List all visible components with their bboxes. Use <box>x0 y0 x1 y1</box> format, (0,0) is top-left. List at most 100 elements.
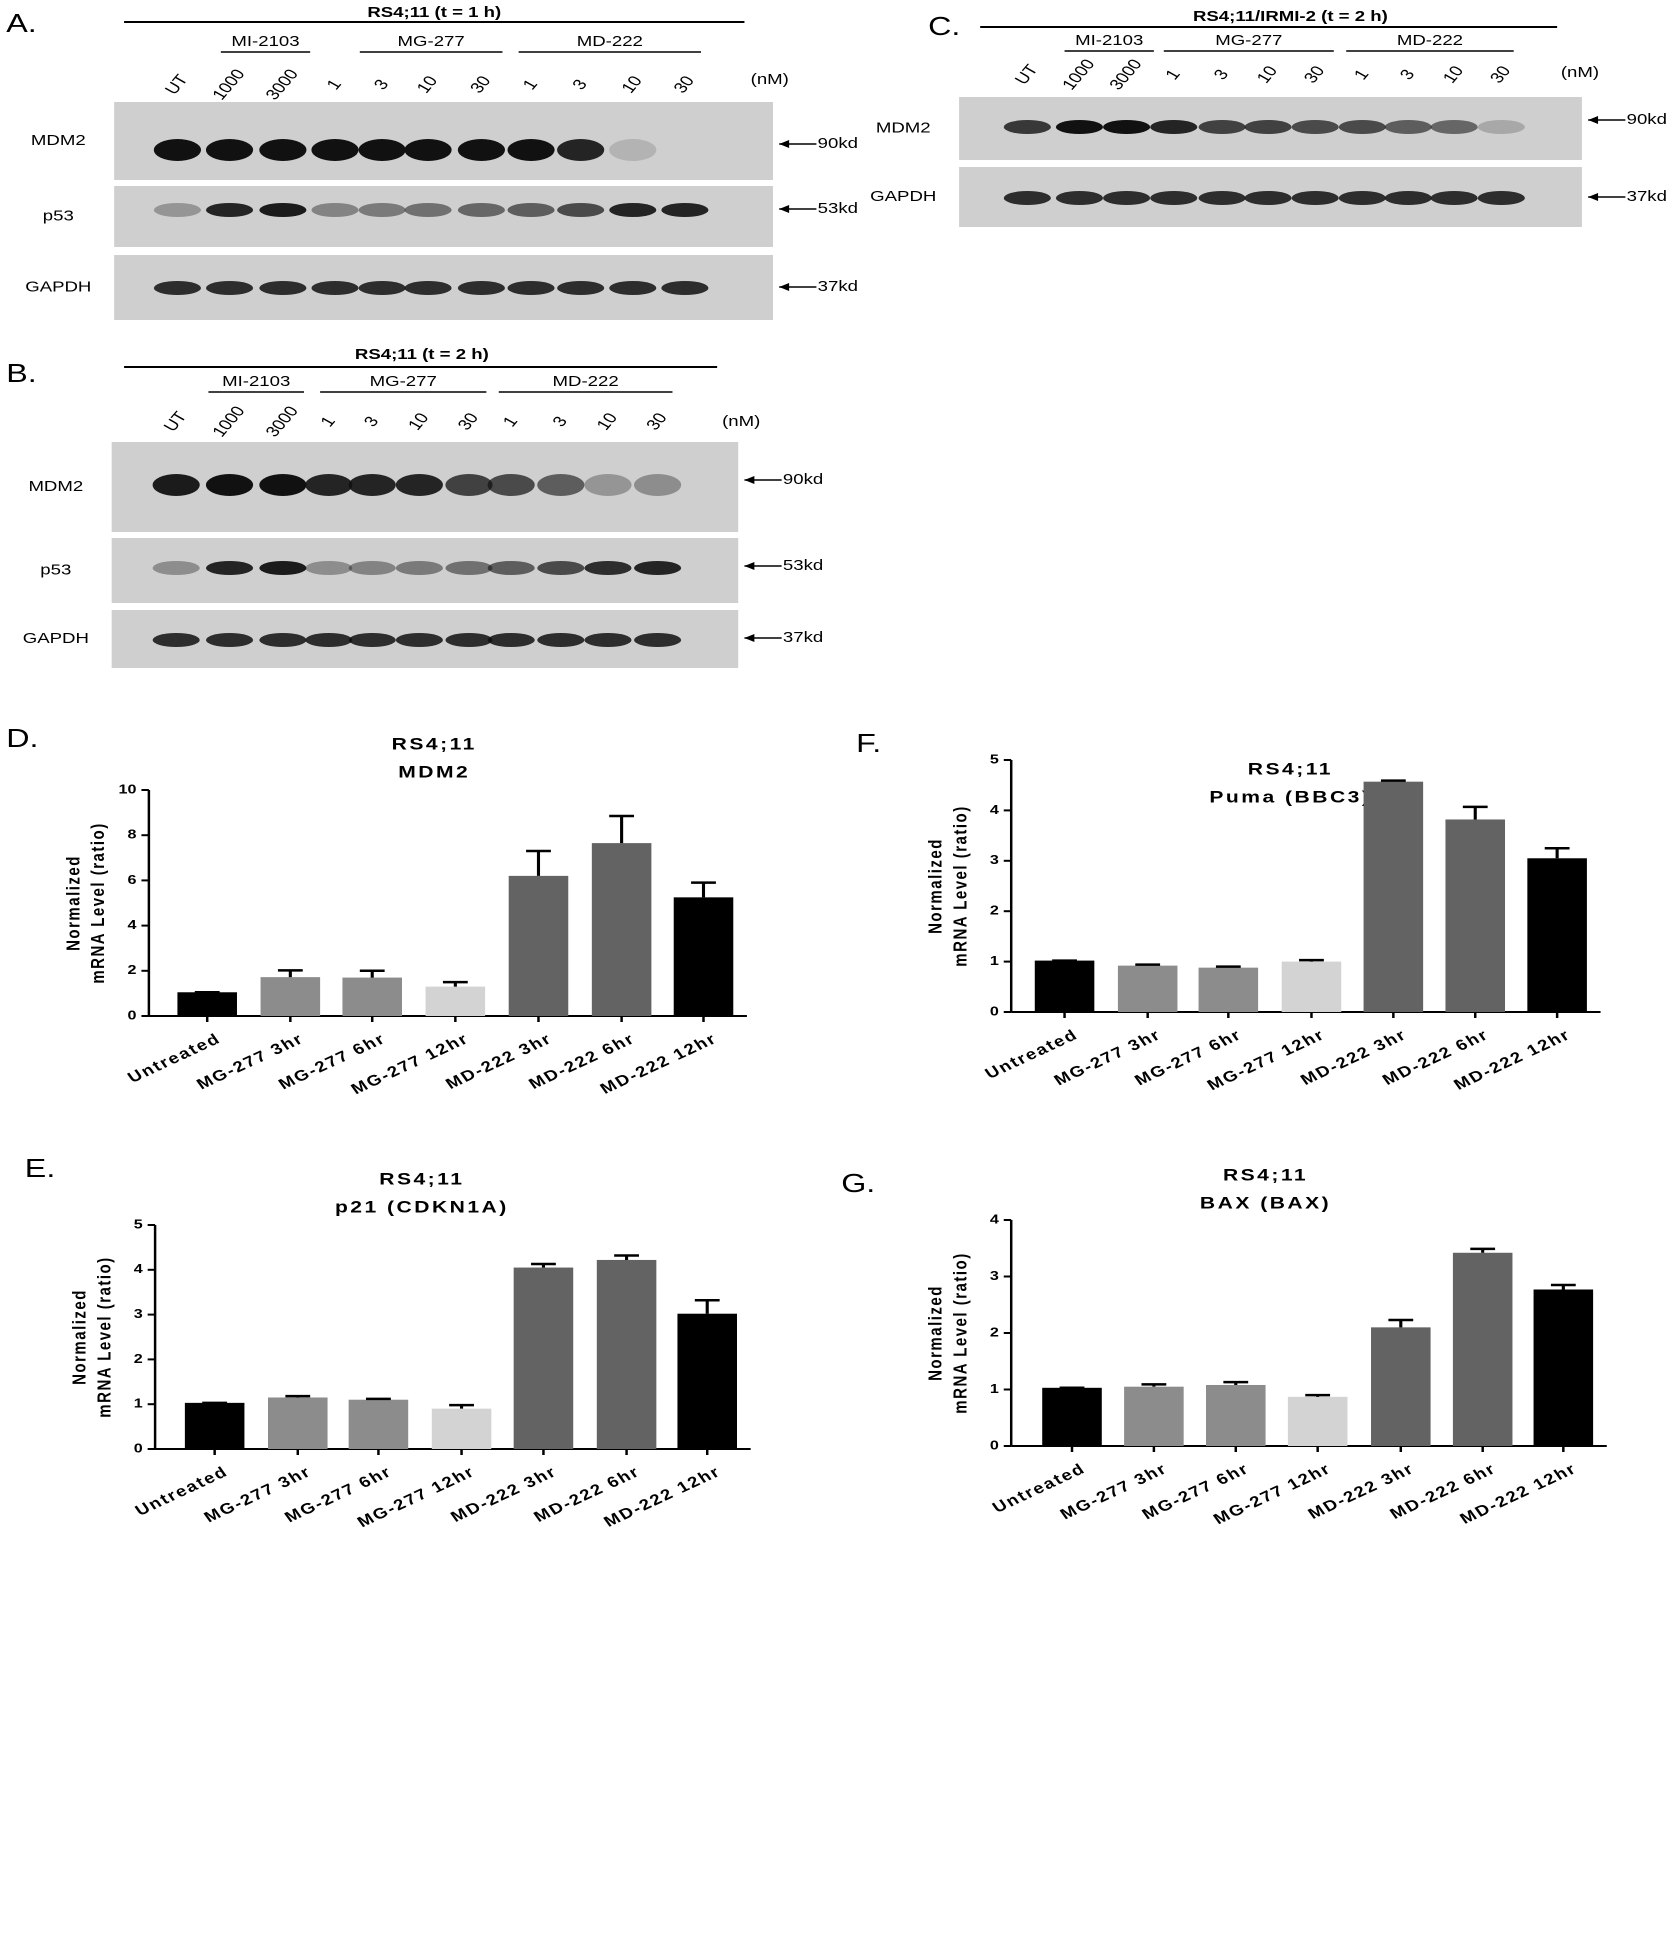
chart-subtitle: BAX (BAX) <box>1200 1194 1331 1213</box>
arrow-head <box>779 283 790 291</box>
group-label: MD-222 <box>553 373 619 390</box>
lane-label: 10 <box>413 73 442 96</box>
band <box>152 633 200 647</box>
error-bar <box>1380 779 1406 782</box>
band <box>537 474 585 496</box>
band <box>507 281 555 295</box>
y-tick-label: 3 <box>134 1307 143 1321</box>
band <box>609 281 657 295</box>
lane-label: 30 <box>1486 63 1515 86</box>
band <box>1244 120 1292 134</box>
bar <box>342 977 402 1016</box>
band <box>487 561 535 575</box>
panel-label: F. <box>856 729 881 758</box>
lane-label: 30 <box>642 410 671 433</box>
y-tick-label: 1 <box>990 1382 999 1396</box>
error-bar <box>359 969 385 978</box>
row-label: GAPDH <box>870 188 936 205</box>
band <box>358 139 406 161</box>
row-label: MDM2 <box>28 478 83 495</box>
arrow-head <box>779 140 790 148</box>
lane-label: 10 <box>1439 63 1468 86</box>
band <box>305 474 353 496</box>
bar <box>1034 960 1095 1012</box>
lane-label: 30 <box>454 410 483 433</box>
blot-title: RS4;11 (t = 2 h) <box>355 346 489 363</box>
marker-label: 90kd <box>818 135 858 152</box>
error-bar <box>531 1262 556 1268</box>
bar <box>508 875 569 1016</box>
lane-label: 30 <box>1300 63 1329 86</box>
row-label: MDM2 <box>876 119 931 136</box>
error-bar <box>1470 1247 1496 1253</box>
bar <box>1281 961 1342 1012</box>
band <box>1338 191 1386 205</box>
band <box>153 203 201 217</box>
lane-label: 3 <box>568 76 591 93</box>
blot-strip <box>114 102 773 180</box>
lane-label: 10 <box>617 73 646 96</box>
band <box>348 561 396 575</box>
band <box>1477 191 1525 205</box>
error-bar <box>442 980 468 987</box>
marker-label: 37kd <box>783 629 823 646</box>
panel-label: G. <box>841 1169 875 1198</box>
row-label: p53 <box>43 207 74 224</box>
error-bar <box>526 849 551 876</box>
band <box>1477 120 1525 134</box>
y-tick-label: 2 <box>990 1326 999 1340</box>
bar <box>177 992 237 1016</box>
lane-label: 30 <box>466 73 495 96</box>
error-bar <box>609 814 635 844</box>
lane-label: UT <box>160 408 191 434</box>
y-tick-label: 0 <box>990 1005 999 1019</box>
band <box>205 139 254 161</box>
band <box>259 139 307 161</box>
band <box>457 139 505 161</box>
error-bar <box>366 1397 391 1401</box>
row-label: p53 <box>40 561 71 578</box>
group-label: MG-277 <box>370 373 437 390</box>
lane-label: 1 <box>1161 66 1184 83</box>
y-tick-label: 0 <box>128 1009 137 1023</box>
band <box>205 203 254 217</box>
error-bar <box>691 881 716 898</box>
chart-title: RS4;11 <box>379 1170 464 1189</box>
bar <box>1206 1384 1266 1446</box>
lane-label: 1000 <box>208 66 249 103</box>
blot-strip <box>114 186 773 247</box>
band <box>661 203 709 217</box>
band <box>507 203 555 217</box>
band <box>311 203 359 217</box>
bar <box>260 977 321 1016</box>
error-bar <box>614 1254 639 1260</box>
group-label: MG-277 <box>1215 32 1282 49</box>
lane-label: 1000 <box>208 403 249 440</box>
y-tick-label: 5 <box>134 1218 143 1232</box>
bar <box>1527 858 1587 1012</box>
lane-label: 3000 <box>262 403 303 440</box>
lane-label: UT <box>161 71 192 97</box>
band <box>305 561 353 575</box>
group-label: MI-2103 <box>1075 32 1143 49</box>
group-label: MI-2103 <box>222 373 290 390</box>
bar <box>513 1267 574 1449</box>
bar <box>677 1313 737 1449</box>
marker-label: 37kd <box>818 278 858 295</box>
error-bar <box>1135 963 1161 966</box>
group-label: MD-222 <box>1397 32 1463 49</box>
band <box>445 633 493 647</box>
row-label: GAPDH <box>23 630 89 647</box>
bar <box>184 1402 245 1449</box>
y-tick-label: 3 <box>990 1269 999 1283</box>
bar <box>1452 1252 1513 1446</box>
band <box>1338 120 1386 134</box>
band <box>661 281 709 295</box>
panel-label: A. <box>6 9 36 38</box>
lane-label: UT <box>1011 61 1042 87</box>
panel-label: E. <box>25 1154 55 1183</box>
band <box>205 474 254 496</box>
chart-subtitle: Puma (BBC3) <box>1209 788 1371 807</box>
arrow-head <box>1588 193 1599 201</box>
band <box>1150 120 1198 134</box>
